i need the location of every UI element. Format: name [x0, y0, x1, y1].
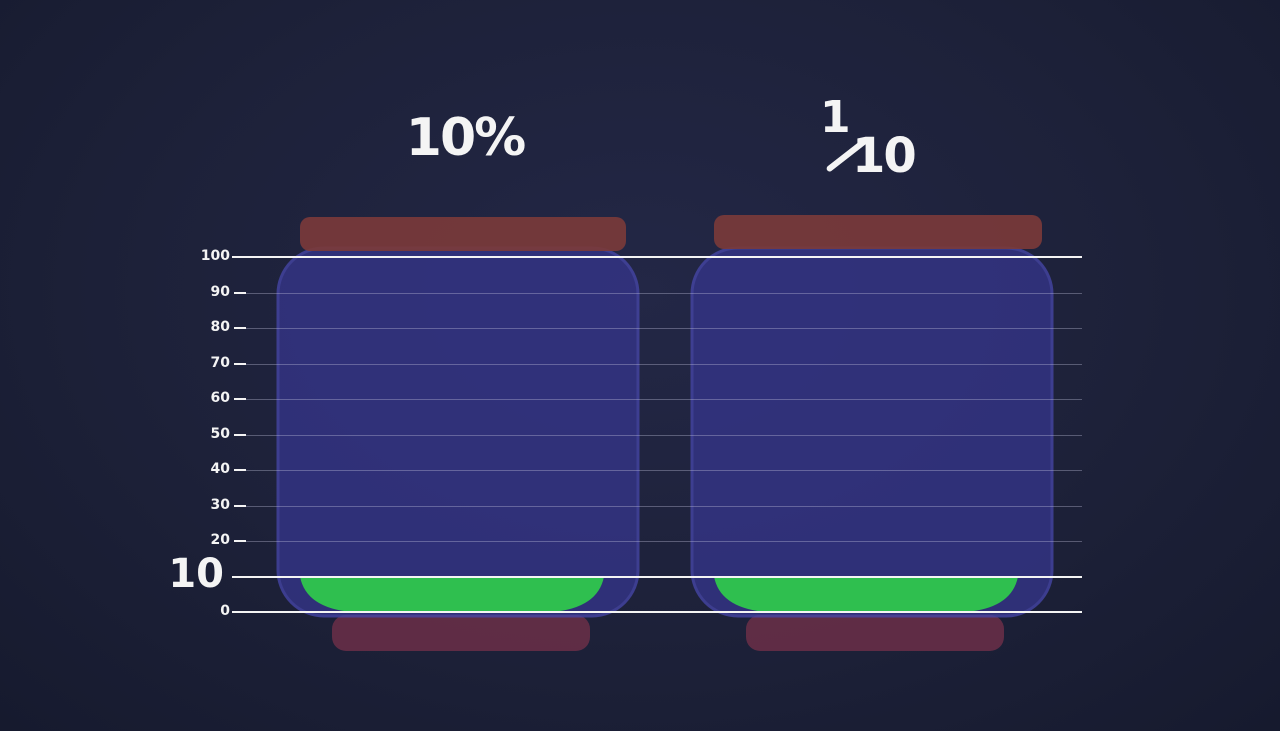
- tick-label-80: 80: [210, 319, 230, 335]
- fraction-denominator: 10: [852, 128, 917, 184]
- tick-dash-90: [234, 291, 246, 294]
- left-jar-liquid: [300, 576, 604, 612]
- left-jar-lid: [300, 217, 626, 251]
- grid-line-50: [246, 434, 1082, 436]
- tick-label-10: 10: [168, 550, 224, 597]
- tick-dash-50: [234, 433, 246, 436]
- grid-line-0: [232, 611, 1082, 613]
- tick-dash-40: [234, 469, 246, 471]
- tick-dash-20: [234, 540, 246, 542]
- grid-line-70: [246, 363, 1082, 365]
- grid-line-80: [246, 328, 1082, 329]
- tick-label-30: 30: [210, 496, 230, 513]
- grid-line-40: [246, 470, 1082, 471]
- tick-label-70: 70: [210, 354, 230, 371]
- tick-label-0: 0: [220, 603, 230, 619]
- grid-line-10: [232, 575, 1082, 578]
- tick-dash-80: [234, 327, 246, 329]
- grid-line-100: [232, 256, 1082, 258]
- tick-dash-30: [234, 504, 246, 507]
- fraction-label: 1 10: [812, 92, 922, 184]
- tick-label-40: 40: [210, 461, 230, 477]
- tick-label-90: 90: [210, 283, 230, 300]
- right-jar-base: [746, 615, 1004, 651]
- grid-line-20: [246, 541, 1082, 542]
- grid-line-60: [246, 399, 1082, 400]
- tick-dash-60: [234, 398, 246, 400]
- right-jar-liquid: [714, 576, 1018, 612]
- percent-label: 10%: [405, 108, 526, 168]
- tick-label-100: 100: [200, 248, 230, 264]
- right-jar-lid: [714, 215, 1042, 249]
- left-jar: [276, 217, 640, 651]
- grid-line-90: [246, 292, 1082, 294]
- tick-label-50: 50: [210, 425, 230, 442]
- right-jar-body: [690, 246, 1054, 618]
- tick-dash-70: [234, 362, 246, 365]
- tick-label-60: 60: [210, 390, 230, 406]
- right-jar: [690, 215, 1054, 651]
- grid-line-30: [246, 505, 1082, 507]
- tick-label-20: 20: [210, 532, 230, 548]
- fraction-numerator: 1: [820, 92, 851, 143]
- left-jar-base: [332, 615, 590, 651]
- left-jar-body: [276, 246, 640, 618]
